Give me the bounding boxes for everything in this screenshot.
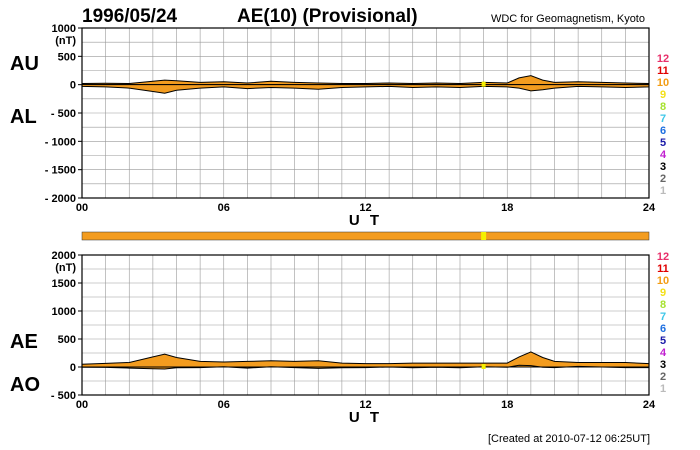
legend-item: 9 xyxy=(660,287,666,299)
series-au xyxy=(81,75,650,86)
series-ao xyxy=(81,364,650,370)
legend-item: 1 xyxy=(660,383,666,395)
legend-item: 11 xyxy=(657,263,669,275)
x-axis-label: U T xyxy=(349,212,382,229)
legend-item: 5 xyxy=(660,335,666,347)
legend-item: 12 xyxy=(657,251,669,263)
x-tick-label: 24 xyxy=(643,399,656,411)
legend-item: 2 xyxy=(660,173,666,185)
x-tick-label: 06 xyxy=(218,399,230,411)
legend-item: 9 xyxy=(660,89,666,101)
legend-item: 10 xyxy=(657,77,669,89)
x-tick-label: 18 xyxy=(501,202,513,214)
date-label: 1996/05/24 xyxy=(82,6,178,27)
y-tick-label: 500 xyxy=(58,51,76,63)
y-tick-label: 1000 xyxy=(52,23,76,35)
legend-item: 4 xyxy=(660,149,667,161)
y-unit: (nT) xyxy=(55,262,76,274)
y-tick-label: 1500 xyxy=(52,278,76,290)
legend-item: 4 xyxy=(660,347,667,359)
legend-item: 7 xyxy=(660,311,666,323)
y-tick-label: - 1000 xyxy=(45,136,76,148)
legend-item: 6 xyxy=(660,323,666,335)
x-tick-label: 24 xyxy=(643,202,656,214)
y-tick-label: - 2000 xyxy=(45,193,76,205)
time-marker xyxy=(481,364,486,369)
x-tick-label: 18 xyxy=(501,399,513,411)
status-bar xyxy=(81,231,650,241)
y-tick-label: - 500 xyxy=(51,390,76,402)
y-tick-label: 2000 xyxy=(52,250,76,262)
series-label-upper: AE xyxy=(10,331,38,353)
legend-item: 1 xyxy=(660,185,666,197)
legend-item: 10 xyxy=(657,275,669,287)
series-label-lower: AL xyxy=(10,106,37,128)
legend-item: 8 xyxy=(660,101,666,113)
y-tick-label: 500 xyxy=(58,334,76,346)
legend-item: 11 xyxy=(657,65,669,77)
chart-title: AE(10) (Provisional) xyxy=(237,6,418,27)
y-tick-label: 0 xyxy=(70,362,76,374)
legend-item: 7 xyxy=(660,113,666,125)
y-unit: (nT) xyxy=(55,35,76,47)
panel-au-al: 1000 500 0 - 500 - 1000 - 1500 - 2000 (nT) 00 06 1… xyxy=(10,23,656,229)
x-tick-label: 00 xyxy=(76,399,88,411)
time-marker xyxy=(481,81,486,87)
series-al xyxy=(81,84,650,94)
x-tick-label: 00 xyxy=(76,202,88,214)
x-tick-label: 12 xyxy=(359,202,371,214)
status-bar-marker xyxy=(481,232,487,240)
status-bar-fill xyxy=(81,231,650,241)
legend-item: 12 xyxy=(657,53,669,65)
plot-frame xyxy=(81,254,650,396)
legend-item: 5 xyxy=(660,137,666,149)
created-timestamp: [Created at 2010-07-12 06:25UT] xyxy=(488,433,650,445)
y-tick-label: 1000 xyxy=(52,306,76,318)
legend-item: 8 xyxy=(660,299,666,311)
y-tick-label: - 1500 xyxy=(45,165,76,177)
legend-item: 3 xyxy=(660,161,666,173)
x-tick-label: 12 xyxy=(359,399,371,411)
legend-item: 2 xyxy=(660,371,666,383)
x-axis-label: U T xyxy=(349,409,382,426)
panel-ae-ao: 2000 1500 1000 500 0 - 500 (nT) 00 06 12 18 24 U T AE… xyxy=(10,250,656,426)
series-label-upper: AU xyxy=(10,53,39,75)
y-tick-label: - 500 xyxy=(51,108,76,120)
series-label-lower: AO xyxy=(10,374,40,396)
legend-item: 3 xyxy=(660,359,666,371)
x-tick-label: 06 xyxy=(218,202,230,214)
legend-item: 6 xyxy=(660,125,666,137)
y-tick-label: 0 xyxy=(70,80,76,92)
series-ae xyxy=(81,351,650,368)
source-label: WDC for Geomagnetism, Kyoto xyxy=(491,13,645,25)
